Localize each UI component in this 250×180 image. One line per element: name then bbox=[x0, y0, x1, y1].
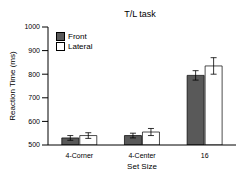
svg-text:4-Center: 4-Center bbox=[128, 152, 156, 159]
svg-text:Set Size: Set Size bbox=[127, 162, 157, 171]
svg-text:500: 500 bbox=[28, 141, 40, 148]
svg-text:Reaction Time (ms): Reaction Time (ms) bbox=[8, 51, 17, 121]
html-text:Front: Front bbox=[68, 31, 87, 41]
svg-text:1000: 1000 bbox=[24, 23, 40, 30]
svg-text:700: 700 bbox=[28, 94, 40, 101]
svg-text:800: 800 bbox=[28, 71, 40, 78]
svg-text:900: 900 bbox=[28, 47, 40, 54]
svg-text:4-Corner: 4-Corner bbox=[66, 152, 94, 159]
svg-text:600: 600 bbox=[28, 118, 40, 125]
html-text:T/L task: T/L task bbox=[124, 9, 156, 19]
svg-text:16: 16 bbox=[201, 152, 209, 159]
html-text:Lateral: Lateral bbox=[68, 41, 93, 51]
